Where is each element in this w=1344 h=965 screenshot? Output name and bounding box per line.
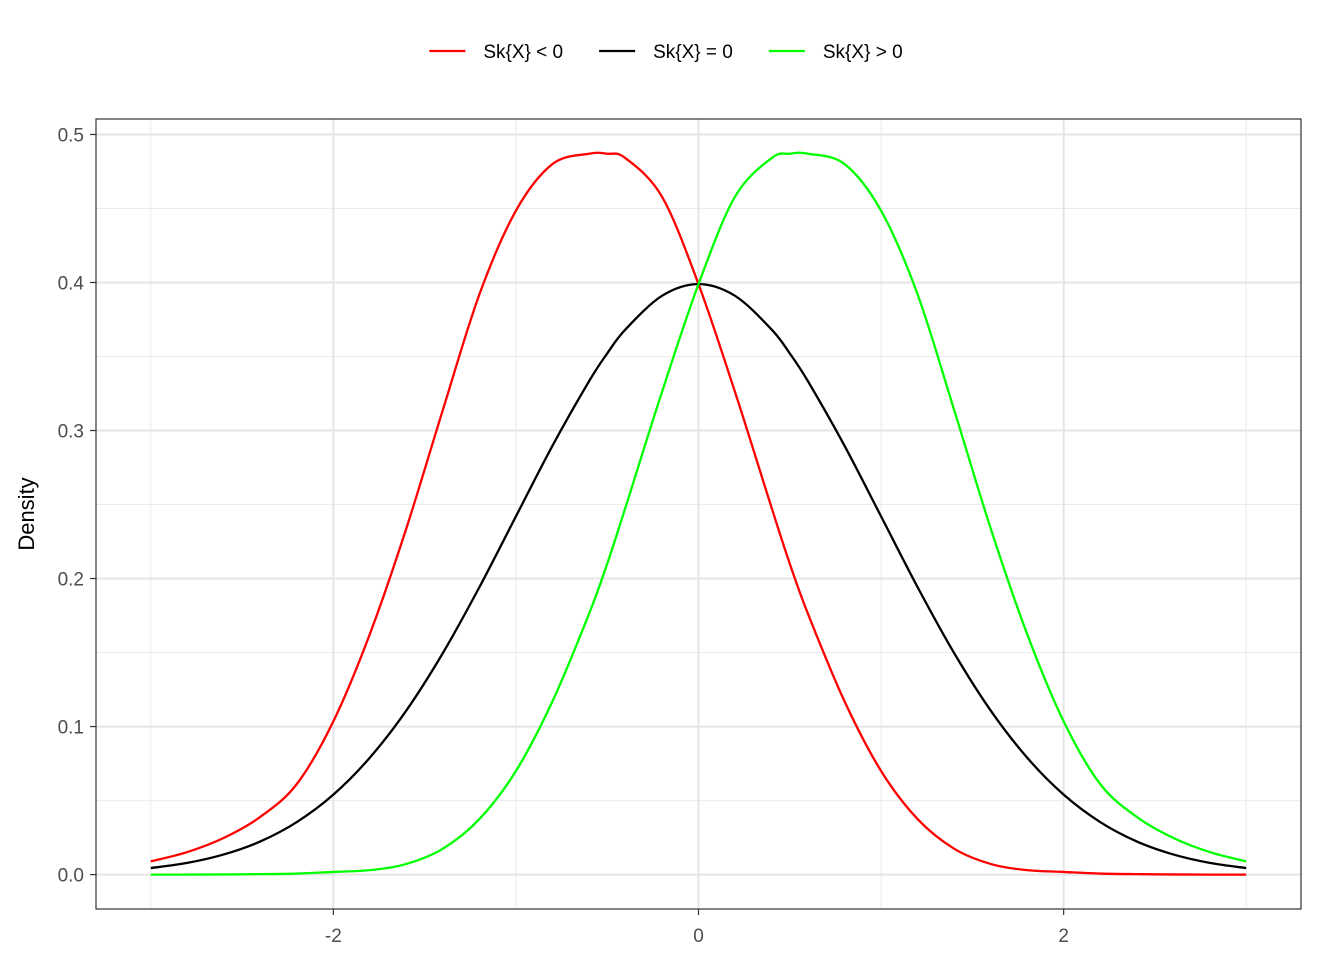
y-tick-label: 0.4 xyxy=(58,274,85,295)
legend: Sk{X} < 0 Sk{X} = 0 Sk{X} > 0 xyxy=(429,42,903,63)
x-axis: -2 0 2 xyxy=(325,909,1069,947)
y-axis-title: Density xyxy=(14,477,39,550)
y-tick-label: 0.0 xyxy=(58,866,84,887)
y-tick-label: 0.1 xyxy=(58,718,84,739)
series-lines xyxy=(150,151,1247,876)
y-tick-label: 0.2 xyxy=(58,570,84,591)
y-tick-label: 0.5 xyxy=(58,125,84,146)
legend-label: Sk{X} < 0 xyxy=(483,42,563,63)
y-tick-label: 0.3 xyxy=(58,422,84,443)
series-line-positive-skew xyxy=(150,151,1247,876)
legend-item-zero-skew: Sk{X} = 0 xyxy=(599,42,733,63)
legend-label: Sk{X} > 0 xyxy=(823,42,903,63)
series-line-negative-skew xyxy=(150,151,1247,876)
y-axis: 0.0 0.1 0.2 0.3 0.4 0.5 xyxy=(58,125,96,887)
x-tick-label: 0 xyxy=(693,926,704,947)
legend-label: Sk{X} = 0 xyxy=(653,42,733,63)
x-tick-label: -2 xyxy=(325,926,342,947)
x-tick-label: 2 xyxy=(1058,926,1069,947)
legend-item-negative-skew: Sk{X} < 0 xyxy=(429,42,563,63)
legend-item-positive-skew: Sk{X} > 0 xyxy=(768,42,903,63)
